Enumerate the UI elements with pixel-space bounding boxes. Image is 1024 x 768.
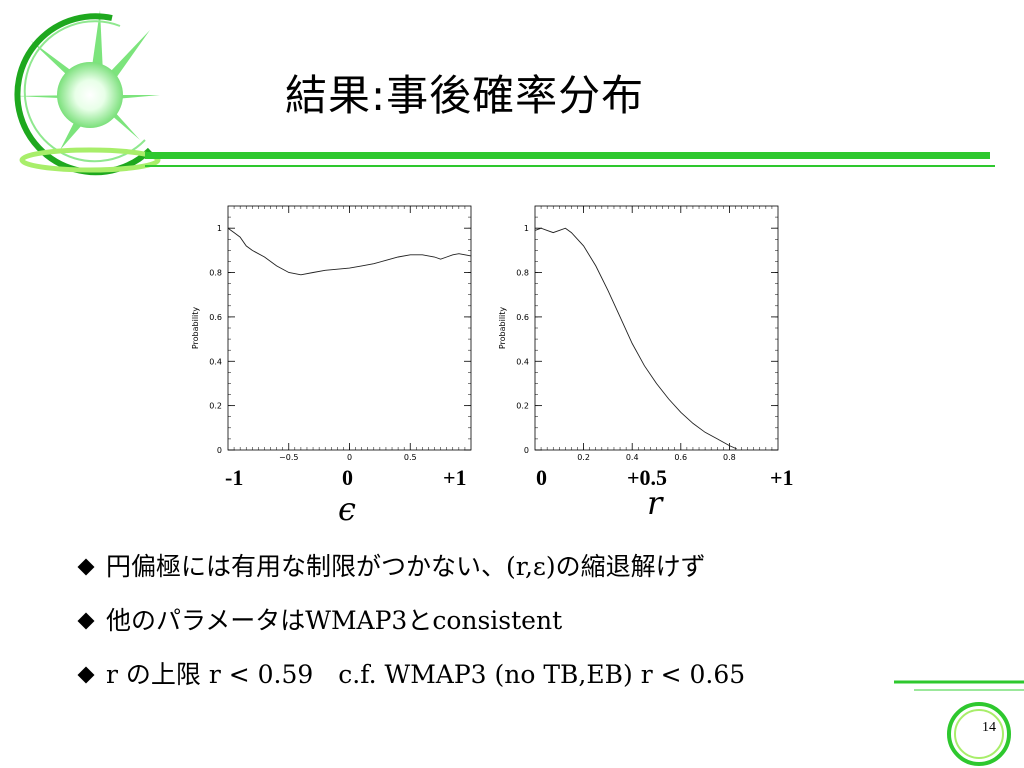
- eps-big-tick-min: -1: [225, 465, 244, 490]
- slide-title: 結果:事後確率分布: [285, 71, 645, 120]
- epsilon-probability-chart: 0 0.2 0.4 0.6 0.8 1 −0.5 0 0.5 Probability: [191, 205, 472, 462]
- diamond-bullet-icon: [77, 558, 95, 576]
- bullet-text: 円偏極には有用な制限がつかない、(r,ε)の縮退解けず: [106, 552, 706, 581]
- probability-series-line: [534, 227, 737, 450]
- plot-frame: [227, 205, 472, 451]
- diamond-bullet-icon: [77, 612, 95, 630]
- bullet-list: 円偏極には有用な制限がつかない、(r,ε)の縮退解けず 他のパラメータはWMAP…: [72, 540, 745, 702]
- epsilon-variable-label: ϵ: [338, 490, 356, 528]
- x-tick-label: −0.5: [279, 453, 298, 462]
- r-probability-chart: 0 0.2 0.4 0.6 0.8 1 0.2 0.4 0.6 0.8 Probability: [498, 205, 779, 462]
- bullet-text: r の上限 r < 0.59 c.f. WMAP3 (no TB,EB) r <…: [106, 660, 746, 689]
- r-big-tick-max: +1: [770, 465, 794, 490]
- y-tick-label: 0.4: [209, 357, 222, 366]
- r-big-tick-zero: 0: [536, 465, 547, 490]
- x-tick-label: 0.6: [674, 453, 687, 462]
- y-tick-label: 0.4: [516, 357, 529, 366]
- x-tick-label: 0.4: [626, 453, 639, 462]
- y-tick-label: 0.6: [209, 313, 222, 322]
- title-underline-thin: [145, 165, 995, 167]
- page-number: 14: [982, 720, 996, 735]
- y-axis-label: Probability: [498, 307, 507, 350]
- eps-big-tick-max: +1: [443, 465, 467, 490]
- green-burst-logo-icon: [14, 10, 161, 176]
- diamond-bullet-icon: [77, 666, 95, 684]
- y-tick-label: 0.8: [516, 269, 529, 278]
- bullet-item: 他のパラメータはWMAP3とconsistent: [72, 594, 745, 648]
- probability-series-line: [227, 227, 472, 276]
- y-tick-label: 0: [217, 446, 222, 455]
- y-tick-label: 1: [217, 224, 222, 233]
- eps-big-tick-zero: 0: [342, 465, 353, 490]
- y-tick-label: 0.2: [516, 402, 529, 411]
- plot-frame: [534, 205, 779, 451]
- bullet-item: r の上限 r < 0.59 c.f. WMAP3 (no TB,EB) r <…: [72, 648, 745, 702]
- x-tick-label: 0.2: [577, 453, 590, 462]
- r-variable-label: r: [647, 484, 663, 522]
- title-underline: [145, 152, 990, 159]
- x-tick-label: 0.8: [723, 453, 736, 462]
- y-tick-label: 0.6: [516, 313, 529, 322]
- y-tick-label: 0.8: [209, 269, 222, 278]
- x-tick-label: 0.5: [404, 453, 417, 462]
- y-axis-label: Probability: [191, 307, 200, 350]
- x-tick-label: 0: [347, 453, 352, 462]
- r-big-tick-half: +0.5: [627, 465, 668, 490]
- y-tick-label: 1: [524, 224, 529, 233]
- y-tick-label: 0: [524, 446, 529, 455]
- footer-ring-icon: [894, 680, 1024, 766]
- bullet-text: 他のパラメータはWMAP3とconsistent: [106, 606, 563, 635]
- y-tick-label: 0.2: [209, 402, 222, 411]
- bullet-item: 円偏極には有用な制限がつかない、(r,ε)の縮退解けず: [72, 540, 745, 594]
